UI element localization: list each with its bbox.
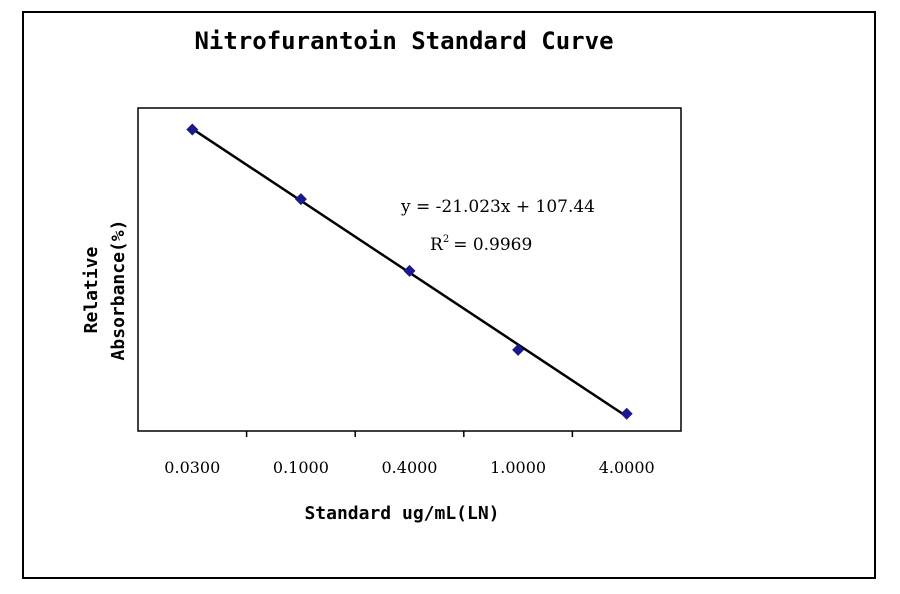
y-axis-title: Relative Absorbance(%)	[81, 220, 129, 361]
r-squared-value: = 0.9969	[453, 235, 532, 255]
y-axis-title-line-2: Absorbance(%)	[108, 220, 129, 361]
data-points	[186, 123, 633, 420]
x-tick-label: 0.4000	[382, 458, 438, 477]
data-point	[294, 193, 307, 206]
r-squared-superscript: 2	[443, 234, 449, 245]
trendline-equation: y = -21.023x + 107.44	[400, 197, 595, 217]
r-squared-label: R2 = 0.9969	[430, 234, 532, 255]
x-axis-ticks	[245, 431, 574, 437]
x-tick-label: 4.0000	[599, 458, 655, 477]
data-point	[620, 407, 633, 420]
data-point	[186, 123, 199, 136]
data-point	[512, 343, 525, 356]
x-tick-label: 1.0000	[490, 458, 546, 477]
x-axis-tick-labels: 0.0300 0.1000 0.4000 1.0000 4.0000	[164, 458, 654, 477]
x-tick-label: 0.0300	[164, 458, 220, 477]
x-axis-title: Standard ug/mL(LN)	[304, 503, 499, 524]
x-tick-label: 0.1000	[273, 458, 329, 477]
chart-title: Nitrofurantoin Standard Curve	[194, 27, 614, 55]
data-point	[403, 264, 416, 277]
y-axis-title-line-1: Relative	[81, 246, 102, 333]
r-squared-r: R	[430, 235, 444, 255]
